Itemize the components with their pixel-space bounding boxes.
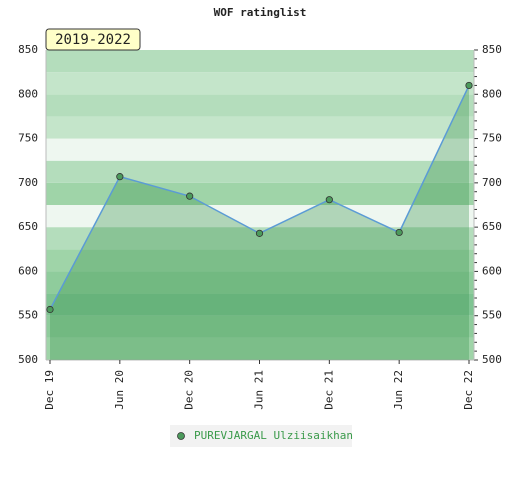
band [46,249,474,272]
y2-tick-label: 800 [482,87,502,100]
x-tick-label: Jun 20 [113,370,126,410]
band [46,205,474,228]
point [116,173,124,181]
x-tick-label: Dec 21 [322,370,335,410]
y-tick-label: 500 [18,353,38,366]
band [46,337,474,360]
legend-label: PUREVJARGAL Ulziisaikhan [194,429,353,442]
x-tick-label: Jun 21 [253,370,266,410]
band [46,182,474,205]
y-tick-label: 650 [18,220,38,233]
point [325,196,333,204]
y2-tick-label: 700 [482,176,502,189]
band [46,160,474,183]
point [465,81,473,90]
y-tick-label: 600 [18,264,38,277]
y2-tick-label: 750 [482,132,502,145]
y2-tick-label: 600 [482,264,502,277]
annotation: 2019-2022 [55,32,131,48]
x-tick-label: Dec 22 [462,370,475,410]
y-tick-label: 700 [18,176,38,189]
y2-tick-label: 550 [482,309,502,322]
y-tick-label: 800 [18,87,38,100]
point [255,229,264,237]
y2-tick-label: 650 [482,220,502,233]
x-tick-label: Jun 22 [392,370,405,410]
band [46,138,474,161]
annotation-box [45,28,141,51]
point [186,192,194,200]
legend-marker [177,432,185,440]
y2-tick-label: 850 [482,43,502,56]
band [46,72,474,95]
y-tick-label: 750 [18,132,38,145]
point [46,305,54,314]
y2-tick-label: 500 [482,353,502,366]
legend [170,425,352,447]
band [46,227,474,250]
y-tick-label: 550 [18,309,38,322]
area [50,85,469,360]
x-tick-label: Dec 20 [183,370,196,410]
band [46,50,474,73]
band [46,94,474,117]
band [46,293,474,316]
y-tick-label: 850 [18,43,38,56]
chart-title: WOF ratinglist [214,6,307,19]
point [395,228,403,237]
band [46,271,474,294]
band [46,116,474,139]
x-tick-label: Dec 19 [43,370,56,410]
band [46,315,474,338]
